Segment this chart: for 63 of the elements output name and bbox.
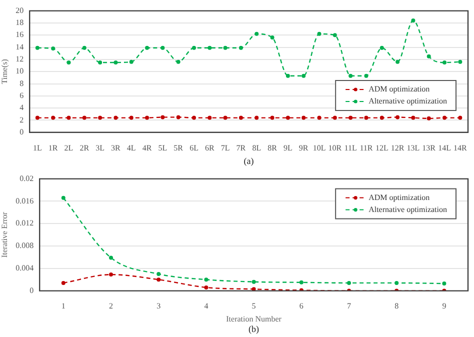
- y-tick-label: 0.008: [16, 241, 34, 250]
- x-tick-label: 5: [252, 302, 256, 311]
- y-tick-label: 16: [16, 30, 24, 40]
- y-tick-label: 0.016: [16, 196, 34, 206]
- x-tick-label: 11R: [360, 143, 374, 152]
- x-tick-label: 9: [442, 302, 446, 311]
- text: (b): [248, 324, 260, 334]
- x-tick-label: 4R: [142, 143, 152, 152]
- x-tick-label: 2: [109, 302, 113, 311]
- y-tick-label: 14: [16, 42, 24, 52]
- x-tick-label: 4: [204, 302, 208, 311]
- x-tick-label: 6R: [204, 143, 215, 152]
- legend-label: ADM optimization: [368, 84, 430, 94]
- x-tick-label: 1L: [32, 143, 42, 152]
- x-tick-label: 14L: [438, 143, 452, 152]
- x-tick-label: 5L: [158, 143, 168, 152]
- x-tick-label: 10L: [312, 143, 326, 152]
- x-tick-label: 3: [156, 302, 161, 311]
- y-tick-label: 6: [20, 91, 24, 100]
- y-tick-label: 0.012: [16, 218, 34, 228]
- text: (a): [244, 156, 254, 166]
- x-tick-label: 5R: [174, 143, 184, 152]
- y-tick-label: 0: [20, 127, 24, 136]
- x-tick-label: 7: [347, 302, 351, 311]
- x-tick-label: 13R: [422, 143, 436, 152]
- y-tick-label: 12: [16, 54, 24, 64]
- y-tick-label: 18: [16, 18, 24, 28]
- x-tick-label: 1R: [48, 143, 58, 152]
- y-tick-label: 4: [20, 103, 24, 112]
- x-tick-label: 9R: [298, 143, 309, 152]
- x-tick-label: 6: [299, 302, 304, 311]
- x-tick-label: 2L: [64, 143, 74, 152]
- legend-label: ADM optimization: [368, 192, 430, 202]
- x-tick-label: 12R: [390, 143, 405, 152]
- x-tick-label: 7L: [220, 143, 230, 152]
- x-tick-label: 3L: [96, 143, 105, 152]
- x-tick-label: 12L: [375, 143, 388, 152]
- x-tick-label: 6L: [190, 143, 199, 152]
- x-tick-label: 13L: [406, 143, 420, 152]
- x-tick-label: 8R: [268, 143, 278, 152]
- x-tick-label: 14R: [454, 143, 468, 152]
- x-tick-label: 2R: [80, 143, 90, 152]
- y-axis-title: Iterative Error: [0, 212, 9, 258]
- x-tick-label: 9L: [284, 143, 292, 152]
- y-tick-label: 0.02: [20, 174, 34, 183]
- y-tick-label: 0.004: [16, 263, 34, 272]
- x-tick-label: 4L: [126, 143, 136, 152]
- legend-label: Alternative optimization: [368, 96, 447, 106]
- y-tick-label: 20: [16, 6, 24, 15]
- x-tick-label: 8: [394, 302, 399, 311]
- x-tick-label: 1: [61, 302, 66, 311]
- y-tick-label: 10: [16, 66, 24, 76]
- y-tick-label: 2: [20, 115, 24, 124]
- x-tick-label: 8L: [252, 143, 262, 152]
- x-tick-label: 7R: [236, 143, 246, 152]
- x-tick-label: 11L: [344, 143, 357, 152]
- y-tick-label: 8: [20, 78, 24, 88]
- x-tick-label: 10R: [328, 143, 342, 152]
- y-tick-label: 0: [30, 286, 34, 295]
- legend-label: Alternative optimization: [368, 204, 447, 214]
- x-tick-label: 3R: [111, 143, 122, 152]
- y-axis-title: Time(s): [0, 58, 9, 84]
- x-axis-title: Iteration Number: [226, 314, 282, 324]
